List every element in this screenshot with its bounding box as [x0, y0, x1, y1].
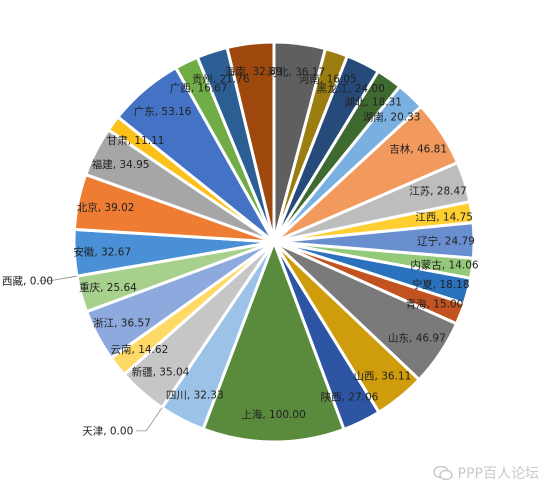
slice-label: 湖北, 18.31: [344, 96, 402, 108]
leader-line: [136, 407, 163, 432]
slice-label: 青海, 15.00: [406, 298, 464, 311]
watermark-text: PPP百人论坛: [457, 466, 539, 482]
leader-lines: [39, 275, 163, 432]
slice-label: 贵州, 21.76: [192, 73, 250, 86]
slice-label: 甘肃, 11.11: [107, 134, 165, 147]
slice-label: 江西, 14.75: [415, 211, 473, 223]
slice-label: 广西, 16.67: [170, 82, 228, 94]
slice-label: 海南, 32.89: [225, 65, 283, 78]
slice-label: 西藏, 0.00: [2, 275, 53, 287]
slice-label: 重庆, 25.64: [79, 281, 137, 294]
slice-label: 河北, 36.17: [267, 67, 325, 79]
slice-label: 陕西, 27.06: [321, 391, 379, 404]
slice-label: 新疆, 35.04: [132, 365, 190, 378]
slice-label: 河南, 16.05: [299, 73, 357, 86]
pie-slices: [72, 40, 476, 444]
slice-label: 辽宁, 24.79: [417, 235, 475, 248]
wechat-icon: [432, 465, 453, 481]
slice-label: 北京, 39.02: [77, 201, 135, 214]
slice-label: 山东, 46.97: [388, 332, 446, 345]
slice-label: 江苏, 28.47: [409, 184, 467, 197]
leader-line: [39, 275, 77, 282]
slice-label: 上海, 100.00: [241, 408, 305, 421]
slice-label: 内蒙古, 14.06: [410, 259, 479, 272]
slice-label: 四川, 32.33: [166, 390, 224, 402]
slice-label: 吉林, 46.81: [389, 142, 447, 155]
slice-label: 安徽, 32.67: [73, 245, 131, 258]
slice-label: 广东, 53.16: [134, 105, 192, 118]
slice-label: 云南, 14.62: [111, 343, 169, 356]
slice-label: 宁夏, 18.18: [412, 278, 470, 291]
slice-label: 黑龙江, 24.00: [317, 82, 385, 95]
slice-label: 浙江, 36.57: [93, 318, 151, 330]
watermark: PPP百人论坛: [432, 463, 539, 483]
slice-15: [201, 240, 346, 444]
slice-label: 天津, 0.00: [82, 425, 133, 437]
slice-label: 山西, 36.11: [354, 371, 412, 383]
slice-label: 湖南, 20.33: [363, 111, 421, 124]
slice-30: [225, 40, 276, 244]
slice-label: 福建, 34.95: [92, 158, 150, 171]
